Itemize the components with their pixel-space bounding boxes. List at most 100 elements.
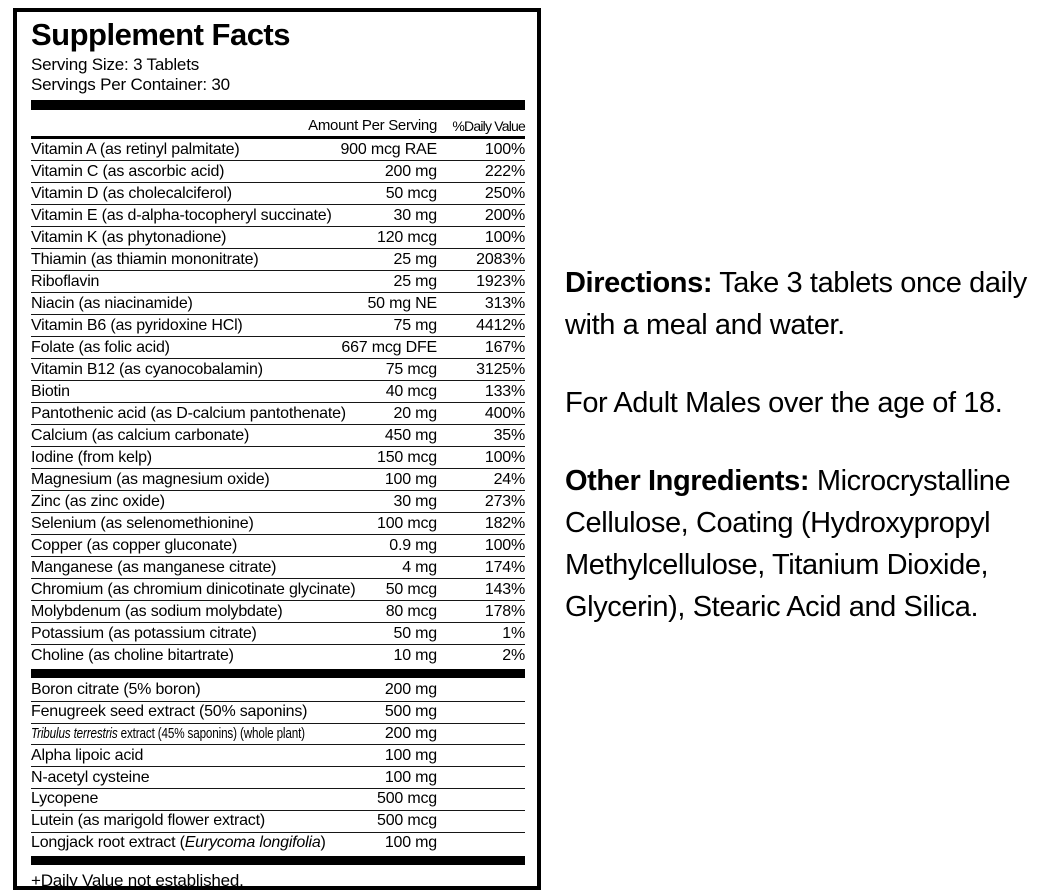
nutrient-daily-value: 24%: [493, 470, 526, 488]
nutrient-name: Riboflavin: [31, 272, 100, 290]
nutrient-name: Choline (as choline bitartrate): [31, 647, 234, 664]
nutrient-daily-value: 178%: [484, 602, 525, 620]
nutrient-name: Vitamin K (as phytonadione): [31, 228, 227, 246]
nutrient-amount: 500 mcg: [377, 790, 437, 808]
nutrient-name: Boron citrate (5% boron): [31, 681, 201, 699]
servings-per-container: Servings Per Container: 30: [31, 75, 230, 94]
nutrient-daily-value: 167%: [484, 338, 525, 356]
nutrient-amount: 120 mcg: [377, 228, 437, 246]
nutrient-daily-value: 133%: [484, 382, 525, 400]
table-row: Tribulus terrestris extract (45% saponin…: [31, 724, 525, 746]
nutrient-daily-value: 35%: [493, 426, 526, 444]
nutrient-amount: 30 mg: [393, 206, 438, 224]
table-row: Copper (as copper gluconate) 0.9 mg 100%: [31, 535, 525, 557]
nutrient-amount: 50 mg NE: [367, 294, 437, 312]
column-header-daily-value: %Daily Value: [452, 118, 525, 134]
nutrient-daily-value: 313%: [484, 294, 525, 312]
nutrient-daily-value: 100%: [484, 140, 525, 158]
nutrient-daily-value: 400%: [484, 404, 525, 422]
nutrient-amount: 0.9 mg: [389, 536, 437, 554]
other-ingredients-paragraph: Other Ingredients: Microcrystalline Cell…: [565, 460, 1051, 628]
table-row: Niacin (as niacinamide) 50 mg NE 313%: [31, 293, 525, 315]
table-row: Chromium (as chromium dinicotinate glyci…: [31, 579, 525, 601]
table-row: Iodine (from kelp) 150 mcg 100%: [31, 447, 525, 469]
table-row: Molybdenum (as sodium molybdate) 80 mcg 17…: [31, 601, 525, 623]
nutrient-amount: 100 mg: [384, 470, 437, 488]
nutrient-amount: 200 mg: [384, 724, 437, 742]
table-row: Vitamin D (as cholecalciferol) 50 mcg 250%: [31, 183, 525, 205]
nutrient-amount: 200 mg: [384, 162, 437, 180]
table-row: Choline (as choline bitartrate) 10 mg 2%: [31, 645, 525, 667]
table-row: Vitamin C (as ascorbic acid) 200 mg 222%: [31, 161, 525, 183]
nutrient-amount: 100 mg: [384, 768, 437, 786]
table-row: Boron citrate (5% boron) 200 mg: [31, 680, 525, 702]
nutrient-daily-value: 1%: [502, 624, 525, 642]
thick-divider-top: [31, 100, 525, 110]
nutrient-amount: 4 mg: [402, 558, 437, 576]
nutrient-name: Selenium (as selenomethionine): [31, 514, 254, 532]
thick-divider-bottom: [31, 856, 525, 866]
nutrient-name: Chromium (as chromium dinicotinate glyci…: [31, 580, 356, 598]
nutrient-amount: 50 mcg: [385, 184, 437, 202]
nutrient-name: Vitamin A (as retinyl palmitate): [31, 140, 240, 158]
nutrient-name: Tribulus terrestris extract (45% saponin…: [31, 725, 305, 743]
nutrient-name: Molybdenum (as sodium molybdate): [31, 602, 283, 620]
table-row: N-acetyl cysteine 100 mg: [31, 767, 525, 789]
nutrient-amount: 20 mg: [393, 404, 438, 422]
nutrient-name: Longjack root extract (Eurycoma longifol…: [31, 834, 326, 852]
nutrient-name: Magnesium (as magnesium oxide): [31, 470, 270, 488]
nutrient-name: Lutein (as marigold flower extract): [31, 812, 265, 830]
nutrient-amount: 667 mcg DFE: [341, 338, 437, 356]
nutrient-amount: 75 mg: [393, 316, 438, 334]
nutrient-amount: 500 mcg: [377, 812, 437, 830]
nutrient-amount: 450 mg: [384, 426, 437, 444]
directions-text: Take 3 tablets once daily with a meal an…: [565, 267, 1027, 341]
table-row: Vitamin B6 (as pyridoxine HCl) 75 mg 4412%: [31, 315, 525, 337]
nutrient-amount: 10 mg: [393, 647, 438, 664]
nutrient-daily-value: 100%: [484, 448, 525, 466]
nutrient-daily-value: 2083%: [476, 250, 525, 268]
table-row: Potassium (as potassium citrate) 50 mg 1%: [31, 623, 525, 645]
nutrient-amount: 900 mcg RAE: [340, 140, 437, 158]
directions-paragraph: Directions: Take 3 tablets once daily wi…: [565, 262, 1051, 346]
nutrient-name: Manganese (as manganese citrate): [31, 558, 277, 576]
nutrient-amount: 30 mg: [393, 492, 438, 510]
nutrient-name: Potassium (as potassium citrate): [31, 624, 257, 642]
table-row: Selenium (as selenomethionine) 100 mcg 182…: [31, 513, 525, 535]
nutrient-name: Lycopene: [31, 790, 99, 808]
nutrient-daily-value: 174%: [484, 558, 525, 576]
nutrient-daily-value: 200%: [484, 206, 525, 224]
table-row: Vitamin A (as retinyl palmitate) 900 mcg …: [31, 139, 525, 161]
nutrient-amount: 75 mcg: [385, 360, 437, 378]
table-row: Manganese (as manganese citrate) 4 mg 174%: [31, 557, 525, 579]
nutrient-name: N-acetyl cysteine: [31, 768, 150, 786]
nutrient-name: Vitamin C (as ascorbic acid): [31, 162, 225, 180]
table-row: Folate (as folic acid) 667 mcg DFE 167%: [31, 337, 525, 359]
nutrient-amount: 50 mcg: [385, 580, 437, 598]
nutrient-amount: 80 mcg: [385, 602, 437, 620]
supplement-facts-panel: Supplement Facts Serving Size: 3 Tablets…: [13, 8, 541, 890]
nutrient-daily-value: 222%: [484, 162, 525, 180]
panel-title: Supplement Facts: [31, 17, 291, 52]
table-row: Magnesium (as magnesium oxide) 100 mg 24%: [31, 469, 525, 491]
nutrient-name: Vitamin B6 (as pyridoxine HCl): [31, 316, 243, 334]
table-row: Thiamin (as thiamin mononitrate) 25 mg 208…: [31, 249, 525, 271]
nutrient-name: Pantothenic acid (as D-calcium pantothen…: [31, 404, 346, 422]
nutrient-name: Zinc (as zinc oxide): [31, 492, 165, 510]
nutrient-amount: 500 mg: [384, 703, 437, 721]
thick-divider-middle: [31, 669, 525, 678]
nutrient-name: Niacin (as niacinamide): [31, 294, 193, 312]
table-row: Zinc (as zinc oxide) 30 mg 273%: [31, 491, 525, 513]
table-row: Longjack root extract (Eurycoma longifol…: [31, 833, 525, 855]
nutrient-daily-value: 100%: [484, 536, 525, 554]
nutrient-name: Iodine (from kelp): [31, 448, 152, 466]
other-ingredients-label: Other Ingredients:: [565, 465, 810, 497]
table-row: Calcium (as calcium carbonate) 450 mg 35%: [31, 425, 525, 447]
table-row: Riboflavin 25 mg 1923%: [31, 271, 525, 293]
nutrient-name: Vitamin E (as d-alpha-tocopheryl succina…: [31, 206, 332, 224]
nutrient-daily-value: 4412%: [476, 316, 525, 334]
nutrient-name: Biotin: [31, 382, 70, 400]
nutrient-name: Alpha lipoic acid: [31, 746, 144, 764]
botanical-table: Boron citrate (5% boron) 200 mg Fenugreek …: [31, 680, 525, 854]
nutrient-name: Calcium (as calcium carbonate): [31, 426, 250, 444]
